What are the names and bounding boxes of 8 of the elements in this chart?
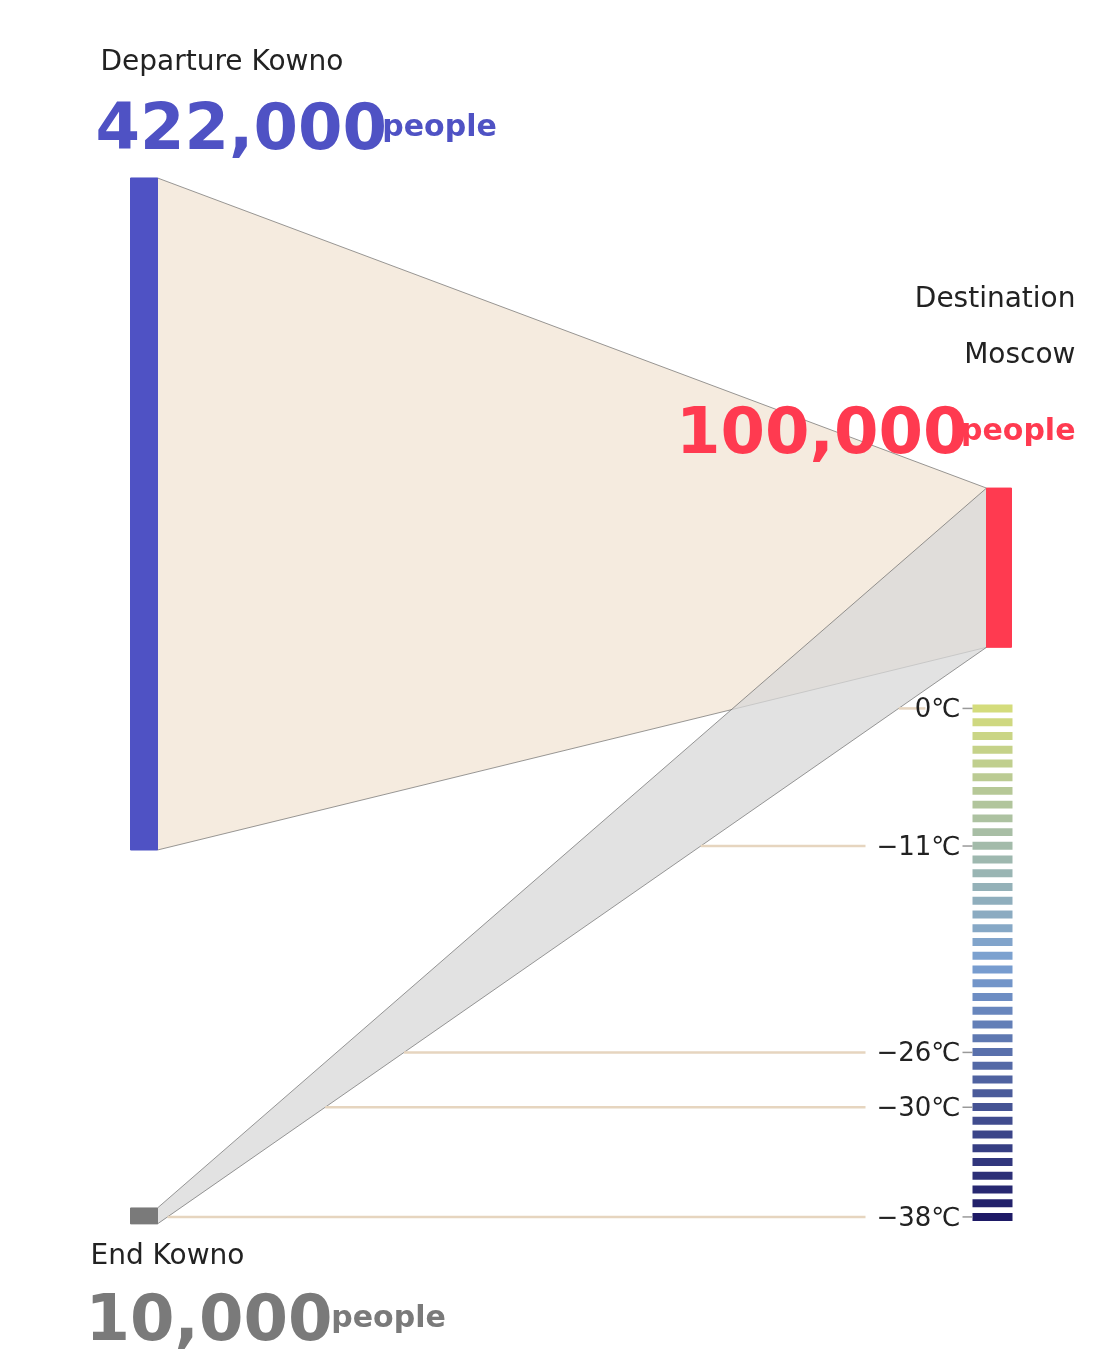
text: −11℃ bbox=[876, 831, 961, 862]
category-label: Departure Kowno bbox=[100, 43, 344, 77]
text: −26℃ bbox=[876, 1037, 961, 1068]
category-label: End Kowno bbox=[90, 1238, 245, 1272]
text: −30℃ bbox=[876, 1092, 961, 1123]
text: −38℃ bbox=[876, 1201, 961, 1232]
category-label: Destination Moscow bbox=[914, 281, 1076, 371]
text: 0℃ bbox=[914, 693, 961, 724]
